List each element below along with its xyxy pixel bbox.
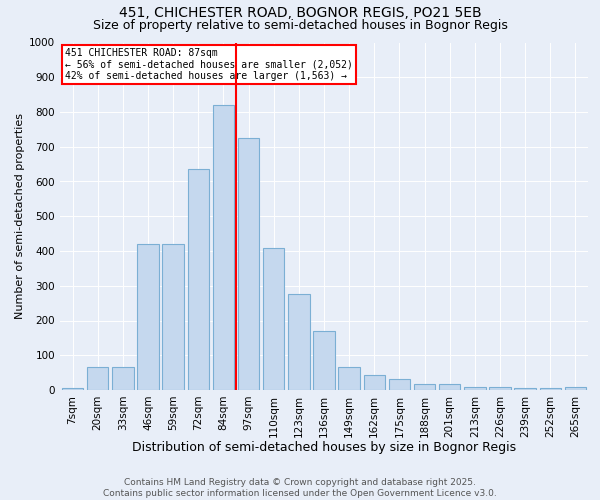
- Bar: [62, 388, 83, 390]
- Y-axis label: Number of semi-detached properties: Number of semi-detached properties: [15, 114, 25, 320]
- Bar: [263, 248, 284, 390]
- Bar: [514, 388, 536, 390]
- Bar: [238, 138, 259, 390]
- X-axis label: Distribution of semi-detached houses by size in Bognor Regis: Distribution of semi-detached houses by …: [132, 441, 516, 454]
- Bar: [364, 375, 385, 390]
- Bar: [87, 368, 109, 390]
- Bar: [137, 244, 158, 390]
- Bar: [490, 387, 511, 390]
- Text: 451 CHICHESTER ROAD: 87sqm
← 56% of semi-detached houses are smaller (2,052)
42%: 451 CHICHESTER ROAD: 87sqm ← 56% of semi…: [65, 48, 353, 81]
- Text: Contains HM Land Registry data © Crown copyright and database right 2025.
Contai: Contains HM Land Registry data © Crown c…: [103, 478, 497, 498]
- Bar: [112, 368, 134, 390]
- Bar: [414, 384, 435, 390]
- Bar: [313, 331, 335, 390]
- Text: Size of property relative to semi-detached houses in Bognor Regis: Size of property relative to semi-detach…: [92, 19, 508, 32]
- Bar: [338, 368, 360, 390]
- Bar: [188, 170, 209, 390]
- Bar: [464, 387, 485, 390]
- Bar: [389, 379, 410, 390]
- Bar: [213, 105, 234, 390]
- Bar: [163, 244, 184, 390]
- Bar: [565, 387, 586, 390]
- Bar: [288, 294, 310, 390]
- Bar: [439, 384, 460, 390]
- Bar: [539, 388, 561, 390]
- Text: 451, CHICHESTER ROAD, BOGNOR REGIS, PO21 5EB: 451, CHICHESTER ROAD, BOGNOR REGIS, PO21…: [119, 6, 481, 20]
